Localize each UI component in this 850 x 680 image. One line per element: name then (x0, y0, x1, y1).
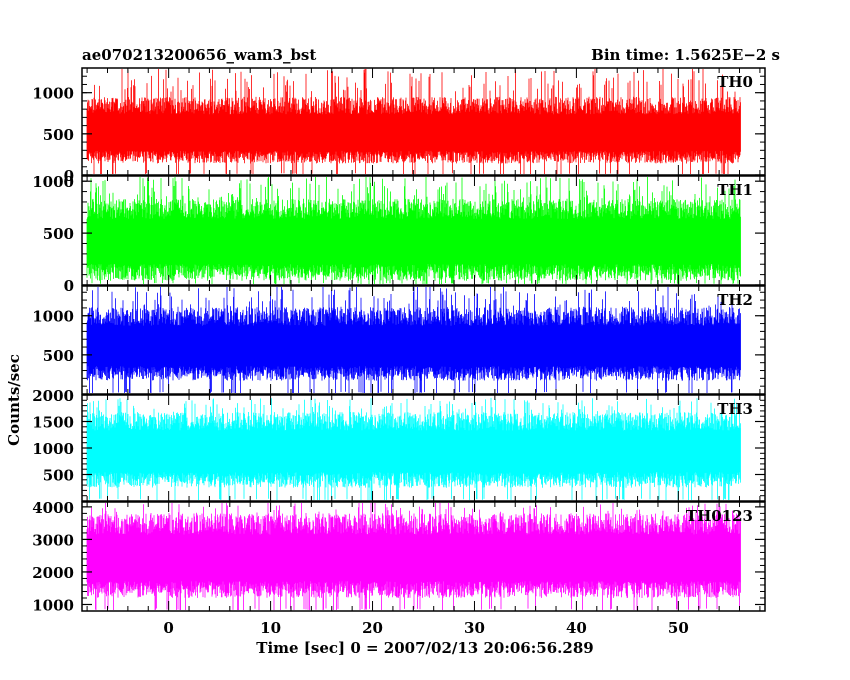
y-tick-label-th1-0: 0 (64, 277, 74, 295)
panel-label-th3: TH3 (717, 400, 753, 418)
panel-label-th0: TH0 (717, 73, 753, 91)
x-tick-label-30: 30 (464, 619, 485, 637)
y-tick-label-th2-1000: 1000 (32, 308, 74, 326)
panel-th2-frame (81, 285, 766, 395)
panel-th1-frame (81, 175, 766, 286)
y-tick-label-th0-500: 500 (43, 126, 74, 144)
y-tick-label-th0123-2000: 2000 (32, 564, 74, 582)
x-axis-label-text: Time [sec] 0 = 2007/02/13 20:06:56.289 (256, 639, 594, 657)
x-tick-label-20: 20 (362, 619, 383, 637)
panel-label-th2: TH2 (717, 291, 753, 309)
x-axis-label: Time [sec] 0 = 2007/02/13 20:06:56.289 (0, 639, 850, 657)
x-tick-label-0: 0 (163, 619, 173, 637)
panel-th0-frame (81, 67, 766, 176)
y-tick-label-th0-0: 0 (64, 167, 74, 185)
y-tick-label-th3-2000: 2000 (32, 387, 74, 405)
y-axis-label-wrap: Counts/sec (2, 265, 26, 535)
y-tick-label-th0123-3000: 3000 (32, 531, 74, 549)
y-tick-label-th2-500: 500 (43, 347, 74, 365)
x-tick-label-40: 40 (566, 619, 587, 637)
y-tick-label-th0123-4000: 4000 (32, 499, 74, 517)
panel-label-th0123: TH0123 (686, 507, 753, 525)
series-th2-line (86, 287, 741, 393)
series-th1-line (86, 177, 741, 284)
panel-th0123-frame (81, 501, 766, 612)
series-th0-line (86, 69, 741, 174)
y-tick-label-th3-1000: 1000 (32, 440, 74, 458)
series-th3-line (86, 397, 741, 500)
x-tick-label-10: 10 (260, 619, 281, 637)
y-axis-label: Counts/sec (5, 354, 23, 446)
y-tick-label-th3-1500: 1500 (32, 414, 74, 432)
panel-label-th1: TH1 (717, 181, 753, 199)
y-tick-label-th1-500: 500 (43, 225, 74, 243)
y-tick-label-th0-1000: 1000 (32, 85, 74, 103)
y-tick-label-th3-500: 500 (43, 467, 74, 485)
x-tick-label-50: 50 (668, 619, 689, 637)
chart-title-right: Bin time: 1.5625E−2 s (591, 46, 780, 64)
y-tick-label-th1-1000: 1000 (32, 173, 74, 191)
series-th0123-line (86, 503, 741, 610)
chart-title-left: ae070213200656_wam3_bst (82, 46, 317, 64)
y-tick-label-th0123-1000: 1000 (32, 596, 74, 614)
